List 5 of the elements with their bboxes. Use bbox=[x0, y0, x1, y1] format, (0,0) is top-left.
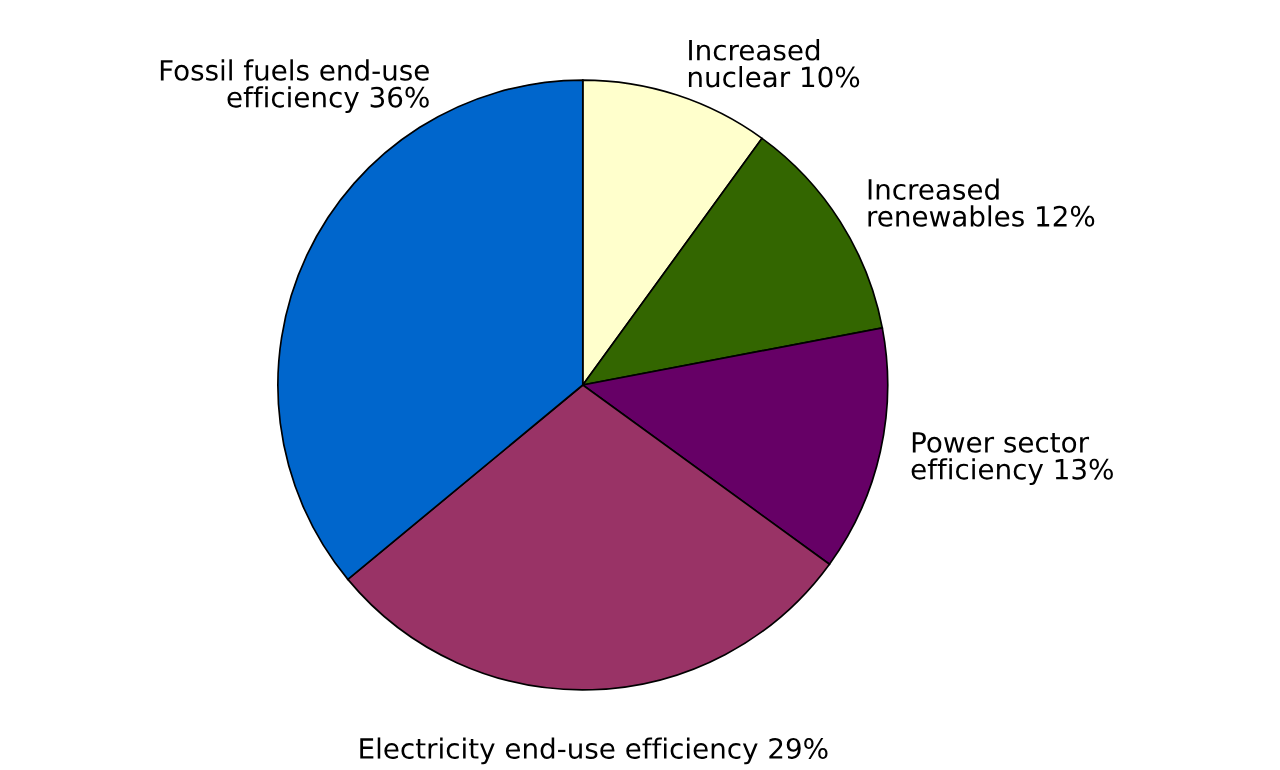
slice-label: Power sector efficiency 13% bbox=[911, 432, 1113, 486]
slice-label: Increased renewables 12% bbox=[868, 178, 1095, 227]
slice-label: Fossil fuels end-use efficiency 36% bbox=[160, 59, 429, 114]
slice-label: Increased nuclear 10% bbox=[688, 39, 860, 88]
slice-label: Electricity end-use efficiency 29% bbox=[360, 737, 828, 765]
